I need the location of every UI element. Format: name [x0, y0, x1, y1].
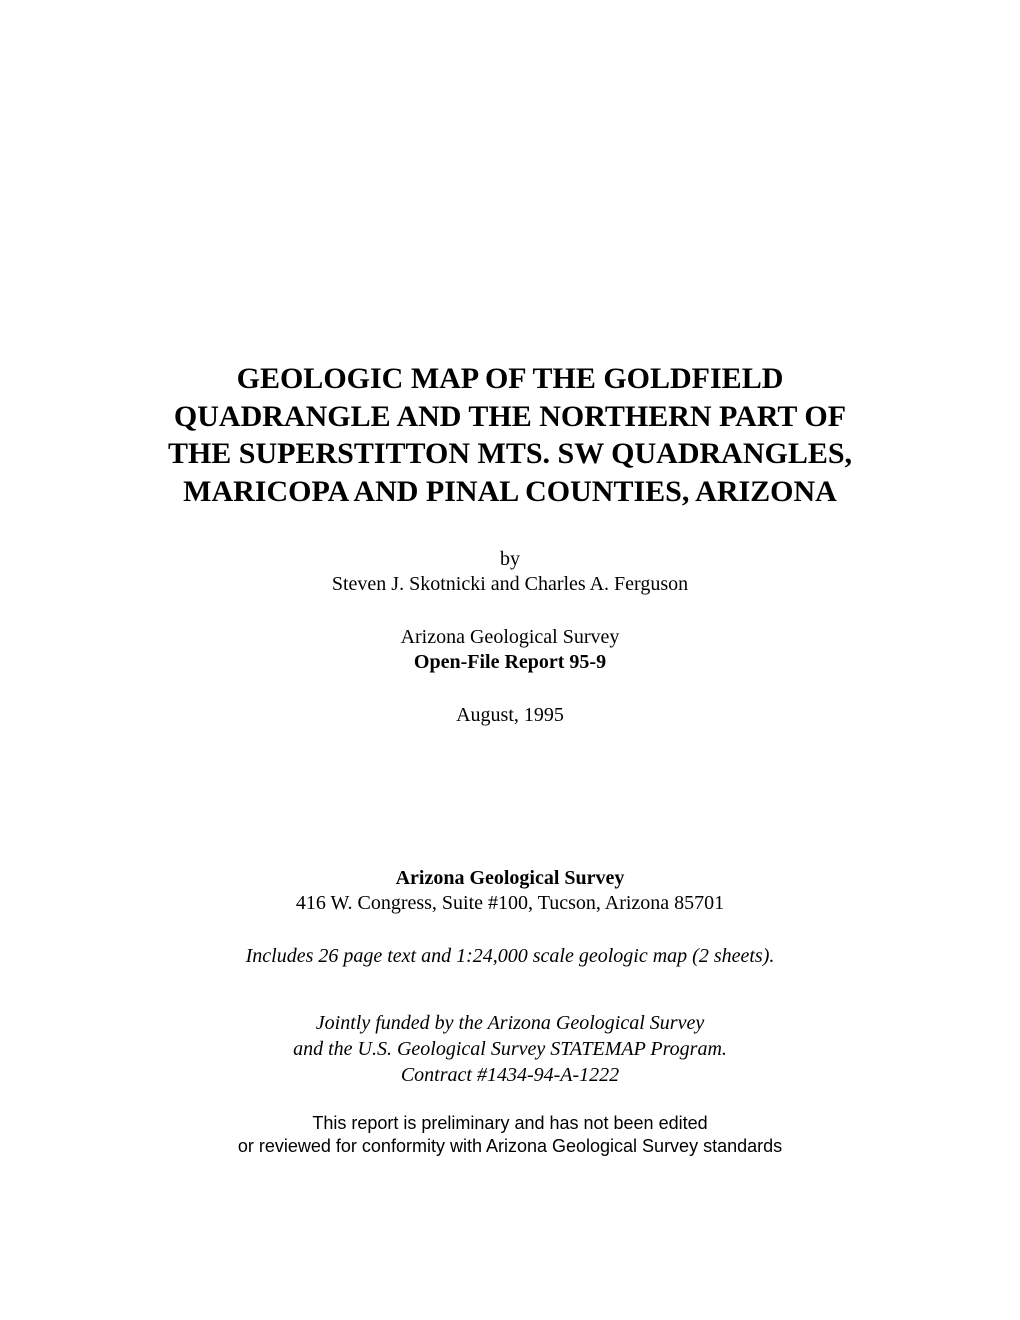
- disclaimer-line: or reviewed for conformity with Arizona …: [238, 1135, 782, 1158]
- authors: Steven J. Skotnicki and Charles A. Fergu…: [332, 573, 688, 596]
- document-page: GEOLOGIC MAP OF THE GOLDFIELD QUADRANGLE…: [0, 0, 1020, 1320]
- publication-date: August, 1995: [456, 704, 564, 727]
- funding-line: and the U.S. Geological Survey STATEMAP …: [293, 1036, 727, 1062]
- includes-note: Includes 26 page text and 1:24,000 scale…: [246, 945, 775, 968]
- report-id: Open-File Report 95-9: [414, 651, 606, 674]
- org-address: 416 W. Congress, Suite #100, Tucson, Ari…: [296, 892, 724, 915]
- document-title: GEOLOGIC MAP OF THE GOLDFIELD QUADRANGLE…: [150, 360, 870, 510]
- disclaimer: This report is preliminary and has not b…: [238, 1112, 782, 1159]
- funding-line: Jointly funded by the Arizona Geological…: [293, 1010, 727, 1036]
- org-name: Arizona Geological Survey: [396, 867, 625, 890]
- disclaimer-line: This report is preliminary and has not b…: [238, 1112, 782, 1135]
- by-label: by: [500, 548, 520, 571]
- organization: Arizona Geological Survey: [401, 626, 620, 649]
- funding-note: Jointly funded by the Arizona Geological…: [293, 1010, 727, 1088]
- funding-line: Contract #1434-94-A-1222: [293, 1062, 727, 1088]
